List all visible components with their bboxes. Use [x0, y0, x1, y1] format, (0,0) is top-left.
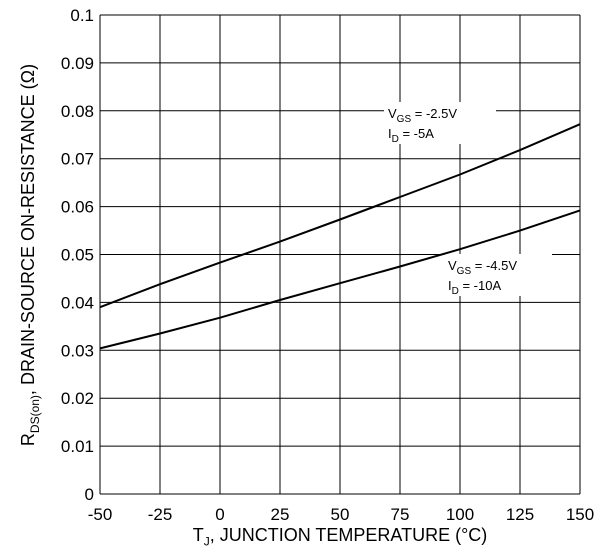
y-tick-label: 0.09 [61, 54, 94, 73]
annotation-background [444, 254, 552, 296]
y-tick-label: 0.1 [70, 6, 94, 25]
x-tick-label: 150 [566, 505, 594, 524]
y-tick-label: 0.02 [61, 389, 94, 408]
series-2-annotation-line: ID = -10A [448, 278, 501, 297]
series-line-2 [99, 209, 581, 350]
y-tick-label: 0.06 [61, 198, 94, 217]
series-2-annotation-line: VGS = -4.5V [448, 258, 517, 277]
y-axis-label-wrap: RDS(on), DRAIN-SOURCE ON-RESISTANCE (Ω) [0, 0, 60, 550]
x-tick-label: -25 [148, 505, 173, 524]
x-tick-label: 25 [271, 505, 290, 524]
y-tick-label: 0.01 [61, 437, 94, 456]
annotation-background [384, 102, 496, 144]
x-tick-label: -50 [88, 505, 113, 524]
x-tick-label: 100 [446, 505, 474, 524]
y-tick-label: 0.04 [61, 293, 94, 312]
series-1-annotation-line: VGS = -2.5V [388, 106, 457, 125]
x-tick-label: 0 [215, 505, 224, 524]
x-tick-label: 50 [331, 505, 350, 524]
y-axis-label: RDS(on), DRAIN-SOURCE ON-RESISTANCE (Ω) [18, 63, 42, 447]
series-line-1 [99, 123, 581, 309]
y-tick-label: 0.07 [61, 150, 94, 169]
x-tick-label: 75 [391, 505, 410, 524]
y-tick-label: 0.03 [61, 341, 94, 360]
y-tick-label: 0 [85, 485, 94, 504]
y-tick-label: 0.08 [61, 102, 94, 121]
series-1-annotation-line: ID = -5A [388, 126, 434, 145]
x-axis-label: TJ, JUNCTION TEMPERATURE (°C) [192, 525, 488, 549]
y-tick-label: 0.05 [61, 246, 94, 265]
x-tick-label: 125 [506, 505, 534, 524]
